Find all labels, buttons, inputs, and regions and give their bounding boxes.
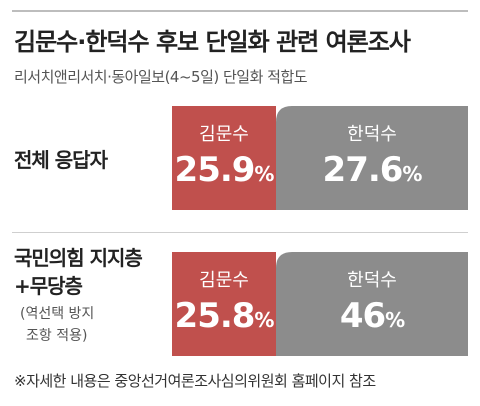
cell-kim-moon-soo-ppp: 김문수 25.8% — [172, 252, 276, 356]
top-rule — [12, 10, 468, 12]
value-unit: % — [254, 308, 274, 332]
candidate-name: 한덕수 — [347, 270, 397, 291]
row-2-bars: 김문수 25.8% 한덕수 46% — [172, 252, 468, 356]
row-note-line2: 조항 적용) — [26, 328, 88, 344]
value-unit: % — [385, 308, 405, 332]
value-number: 46 — [339, 296, 386, 336]
value-number: 25.8 — [174, 296, 256, 336]
cell-han-duck-soo-all: 한덕수 27.6% — [276, 106, 468, 210]
row-1-bars: 김문수 25.9% 한덕수 27.6% — [172, 106, 468, 210]
value-number: 27.6 — [322, 150, 404, 190]
footnote: ※자세한 내용은 중앙선거여론조사심의위원회 홈페이지 참조 — [14, 372, 376, 390]
candidate-name: 김문수 — [199, 270, 249, 291]
row-separator — [12, 232, 468, 233]
han-cell-background — [276, 252, 468, 356]
value-unit: % — [402, 162, 422, 186]
value-number: 25.9 — [174, 150, 256, 190]
poll-value: 25.9% — [172, 150, 276, 190]
candidate-name: 김문수 — [199, 124, 249, 145]
han-cell-background — [276, 106, 468, 210]
row-label-ppp-independents-line2: +무당층 — [14, 274, 83, 298]
poll-value: 25.8% — [172, 296, 276, 336]
chart-title: 김문수·한덕수 후보 단일화 관련 여론조사 — [14, 28, 411, 56]
row-label-all-respondents: 전체 응답자 — [14, 148, 108, 172]
han-cell-shape-row-1 — [276, 106, 468, 210]
cell-kim-moon-soo-all: 김문수 25.9% — [172, 106, 276, 210]
row-note-line1: (역선택 방지 — [20, 306, 95, 322]
value-unit: % — [254, 162, 274, 186]
candidate-name: 한덕수 — [347, 124, 397, 145]
row-label-ppp-independents-line1: 국민의힘 지지층 — [14, 246, 143, 270]
cell-han-duck-soo-ppp: 한덕수 46% — [276, 252, 468, 356]
poll-value: 27.6% — [276, 150, 468, 190]
poll-value: 46% — [276, 296, 468, 336]
han-cell-shape-row-2 — [276, 252, 468, 356]
chart-subtitle: 리서치앤리서치·동아일보(4~5일) 단일화 적합도 — [14, 68, 308, 86]
